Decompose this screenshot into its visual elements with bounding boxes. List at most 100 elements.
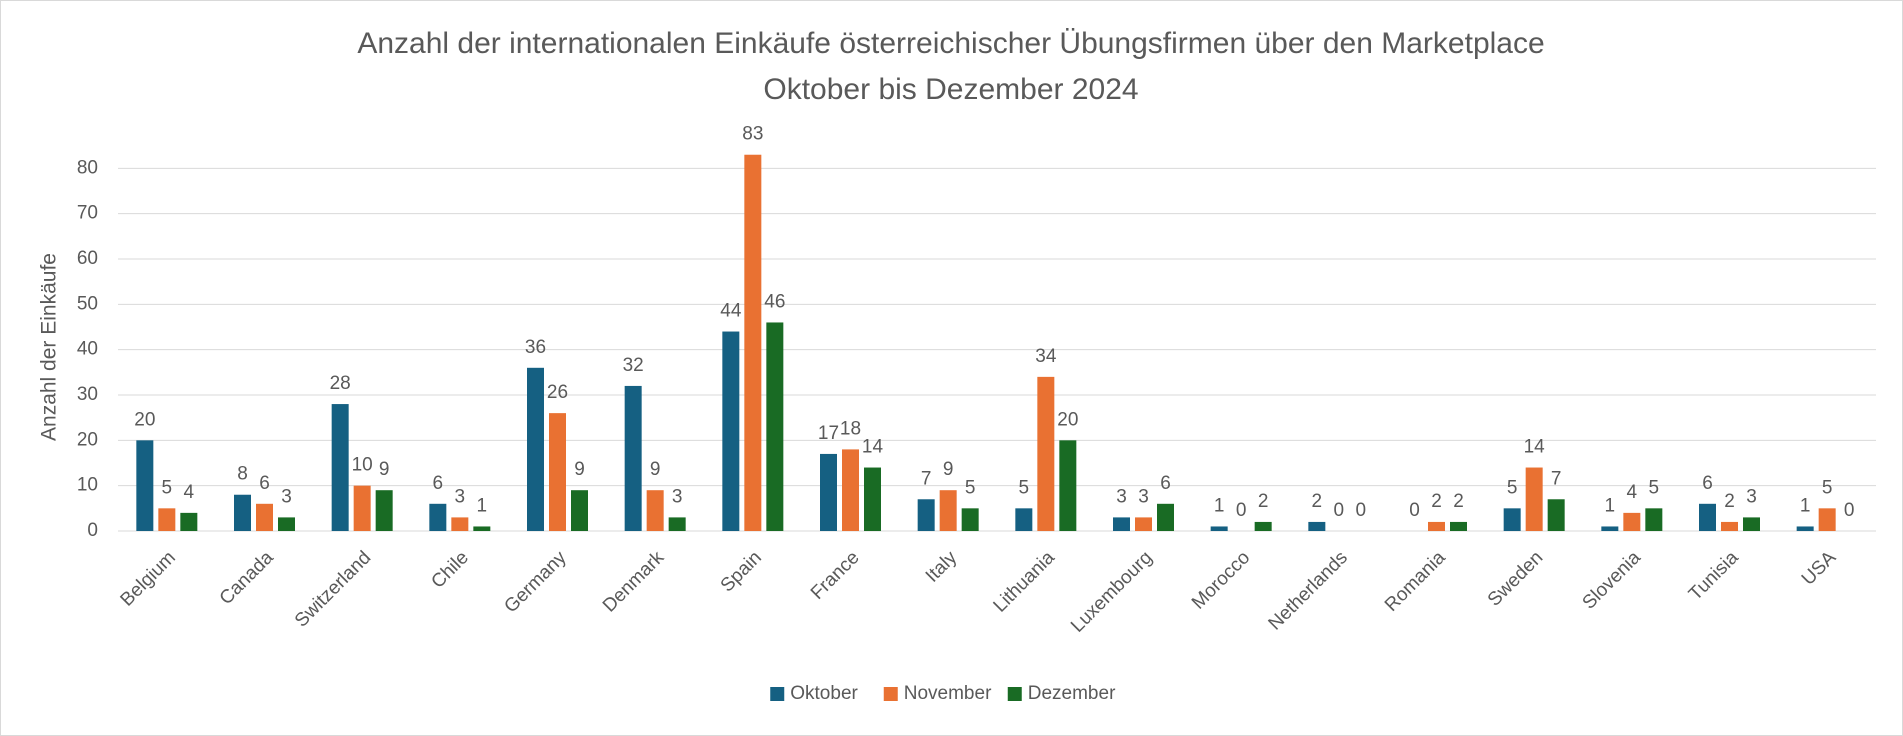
legend-label: Dezember xyxy=(1028,683,1116,704)
data-label: 7 xyxy=(1551,468,1562,489)
data-label: 5 xyxy=(965,477,976,498)
y-tick-label: 80 xyxy=(77,157,98,178)
bar xyxy=(1699,503,1716,531)
data-label: 10 xyxy=(352,455,373,476)
data-label: 1 xyxy=(1800,495,1811,516)
bar xyxy=(1059,440,1077,531)
bar xyxy=(136,440,154,531)
y-axis-title: Anzahl der Einkäufe xyxy=(38,253,61,441)
bar xyxy=(1254,521,1272,531)
data-label: 0 xyxy=(1844,500,1855,521)
bar xyxy=(256,503,273,531)
data-label: 26 xyxy=(547,382,568,403)
y-tick-label: 70 xyxy=(77,203,98,224)
data-label: 6 xyxy=(1702,473,1713,494)
data-label: 5 xyxy=(162,477,173,498)
bar xyxy=(1601,526,1619,531)
bar xyxy=(1113,517,1130,531)
data-label: 3 xyxy=(455,486,466,507)
data-label: 1 xyxy=(1214,495,1225,516)
bar xyxy=(180,512,198,531)
data-label: 6 xyxy=(1160,473,1171,494)
bar xyxy=(429,503,447,531)
data-label: 44 xyxy=(720,301,742,322)
data-label: 18 xyxy=(840,418,861,439)
bar xyxy=(1721,521,1738,531)
bar xyxy=(646,490,664,531)
bar xyxy=(961,508,979,531)
data-label: 17 xyxy=(818,423,839,444)
bar xyxy=(722,331,740,531)
bar xyxy=(331,404,349,531)
bar xyxy=(820,453,837,531)
bar xyxy=(1015,508,1033,531)
data-label: 4 xyxy=(1627,482,1638,503)
data-label: 1 xyxy=(1605,495,1616,516)
data-label: 32 xyxy=(623,355,644,376)
bar xyxy=(549,413,566,531)
data-label: 2 xyxy=(1312,491,1323,512)
legend-swatch xyxy=(1007,687,1022,701)
data-label: 6 xyxy=(259,473,270,494)
data-label: 34 xyxy=(1035,346,1057,367)
bar xyxy=(668,517,686,531)
data-label: 28 xyxy=(330,373,351,394)
bar xyxy=(473,526,491,531)
data-label: 3 xyxy=(672,486,683,507)
data-label: 2 xyxy=(1453,491,1464,512)
data-label: 14 xyxy=(1524,437,1546,458)
bar xyxy=(1623,512,1641,531)
bar xyxy=(842,449,859,531)
bar xyxy=(527,367,544,531)
data-label: 20 xyxy=(1057,409,1078,430)
bar xyxy=(744,154,762,531)
legend-label: Oktober xyxy=(790,683,858,704)
legend-swatch xyxy=(770,687,785,701)
data-label: 7 xyxy=(921,468,932,489)
data-label: 5 xyxy=(1019,477,1030,498)
bar xyxy=(1308,521,1326,531)
bar xyxy=(353,485,371,531)
data-label: 2 xyxy=(1258,491,1269,512)
data-label: 3 xyxy=(1746,486,1757,507)
bar xyxy=(1645,508,1663,531)
data-label: 4 xyxy=(184,482,195,503)
data-label: 14 xyxy=(862,437,884,458)
bar xyxy=(278,517,295,531)
data-label: 0 xyxy=(1334,500,1345,521)
y-tick-label: 30 xyxy=(77,384,98,405)
y-tick-label: 20 xyxy=(77,429,98,450)
bar xyxy=(1503,508,1521,531)
data-label: 6 xyxy=(433,473,444,494)
bar xyxy=(917,499,935,531)
bar xyxy=(1547,499,1565,531)
bar xyxy=(864,467,881,531)
data-label: 5 xyxy=(1649,477,1660,498)
data-label: 2 xyxy=(1431,491,1442,512)
bar xyxy=(451,517,469,531)
y-tick-label: 50 xyxy=(77,293,98,314)
bar xyxy=(1450,521,1467,531)
data-label: 9 xyxy=(574,459,585,480)
data-label: 3 xyxy=(1116,486,1127,507)
legend-swatch xyxy=(883,687,898,701)
bar xyxy=(1525,467,1543,531)
chart-title: Anzahl der internationalen Einkäufe öste… xyxy=(357,27,1544,60)
data-label: 3 xyxy=(281,486,292,507)
y-tick-label: 0 xyxy=(87,520,98,541)
bar xyxy=(1796,526,1814,531)
bar xyxy=(1135,517,1152,531)
data-label: 0 xyxy=(1356,500,1367,521)
bar xyxy=(1743,517,1760,531)
data-label: 83 xyxy=(742,124,763,145)
bar xyxy=(158,508,176,531)
data-label: 36 xyxy=(525,337,546,358)
y-tick-label: 60 xyxy=(77,248,98,269)
bar xyxy=(234,494,251,531)
y-tick-label: 10 xyxy=(77,475,98,496)
y-tick-label: 40 xyxy=(77,339,98,360)
data-label: 5 xyxy=(1507,477,1518,498)
data-label: 1 xyxy=(477,495,488,516)
